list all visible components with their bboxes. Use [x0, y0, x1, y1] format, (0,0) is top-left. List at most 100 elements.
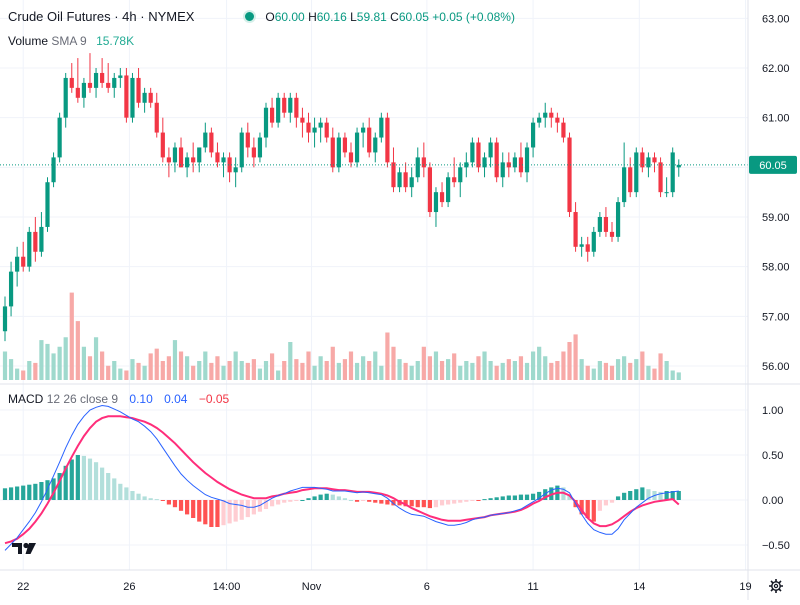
candle-body	[221, 157, 226, 163]
candle-body	[81, 82, 87, 98]
candle-body	[391, 162, 396, 188]
volume-bar	[63, 337, 68, 380]
volume-bar	[136, 362, 141, 380]
histogram-bar	[439, 500, 445, 506]
histogram-bar	[361, 500, 366, 501]
time-axis[interactable]: 22 26 14:00 Nov 6 11 14 19	[17, 581, 752, 593]
candle-body	[409, 177, 414, 188]
candle-body	[306, 122, 311, 133]
macd-label: MACD	[8, 392, 44, 406]
candle-body	[555, 117, 560, 123]
histogram-bar	[2, 488, 8, 500]
candle-body	[658, 162, 663, 193]
histogram-bar	[300, 500, 305, 501]
volume-bar	[676, 372, 681, 380]
tradingview-logo[interactable]	[12, 542, 36, 554]
macd-axis[interactable]: 1.00 0.50 0.00 −0.50	[762, 405, 790, 552]
candle-body	[488, 142, 493, 158]
candle-body	[476, 142, 481, 168]
histogram-bar	[470, 500, 475, 501]
candle-body	[294, 97, 299, 118]
chart-title[interactable]: Crude Oil Futures · 4h · NYMEX	[8, 9, 194, 24]
histogram-bar	[634, 489, 639, 500]
candle-body	[354, 132, 360, 163]
candle-body	[197, 147, 202, 163]
histogram-bar	[142, 496, 147, 500]
candle-body	[300, 117, 305, 123]
histogram-bar	[191, 500, 196, 518]
volume-bar	[203, 351, 208, 380]
candle-body	[215, 152, 220, 163]
volume-bar	[524, 362, 530, 380]
market-status-icon[interactable]	[243, 10, 256, 23]
candle-body	[136, 77, 141, 103]
candle-body	[506, 162, 511, 168]
candle-body	[160, 132, 165, 158]
volume-bar	[81, 346, 87, 380]
volume-bar	[154, 348, 159, 380]
histogram-bar	[676, 491, 681, 500]
volume-bar	[603, 362, 609, 380]
histogram-bar	[336, 496, 341, 500]
volume-legend[interactable]: Volume SMA 9 15.78K	[8, 34, 134, 48]
histogram-bar	[93, 462, 99, 500]
symbol-name[interactable]: Crude Oil Futures	[8, 9, 111, 24]
price-tick-label: 58.00	[762, 262, 790, 274]
settings-gear-icon[interactable]	[769, 579, 783, 593]
histogram-bar	[433, 500, 439, 508]
histogram-bar	[209, 500, 214, 527]
candle-body	[63, 77, 68, 118]
histogram-bar	[233, 500, 238, 522]
candle-body	[87, 82, 93, 88]
candle-body	[524, 147, 530, 173]
volume-bar	[628, 362, 633, 380]
histogram-bar	[245, 500, 250, 518]
histogram-bar	[458, 500, 463, 503]
candle-body	[166, 157, 171, 163]
histogram-bar	[452, 500, 457, 504]
volume-bar	[106, 365, 111, 380]
volume-bar	[312, 365, 317, 380]
volume-bar	[15, 368, 20, 380]
candle-body	[269, 107, 275, 123]
volume-bar	[75, 321, 80, 380]
volume-bar	[373, 351, 378, 380]
volume-bar	[257, 368, 263, 380]
candle-body	[634, 152, 639, 193]
histogram-bar	[567, 494, 572, 500]
volume-bar	[367, 361, 372, 380]
histogram-bar	[172, 500, 178, 508]
volume-bar	[579, 359, 584, 380]
volume-bar	[245, 362, 250, 380]
histogram-bar	[628, 491, 633, 500]
macd-legend[interactable]: MACD 12 26 close 9 0.10 0.04 −0.05	[8, 392, 229, 406]
macd-signal-line	[4, 415, 680, 545]
exchange: NYMEX	[148, 9, 195, 24]
histogram-bar	[415, 500, 420, 508]
histogram-bar	[112, 478, 117, 500]
candle-body	[203, 132, 208, 148]
volume-bar	[276, 370, 281, 380]
histogram-bar	[136, 493, 141, 500]
candle-body	[257, 137, 263, 158]
candle-body	[288, 97, 293, 113]
volume-bar	[488, 361, 493, 380]
interval[interactable]: 4h	[122, 9, 137, 24]
volume-bar	[93, 337, 99, 380]
histogram-bar	[518, 494, 524, 500]
candle-body	[403, 172, 408, 188]
candle-body	[585, 244, 590, 252]
candle-body	[2, 306, 8, 332]
volume-bar	[100, 351, 105, 380]
volume-bar	[124, 370, 129, 380]
time-tick-label: 26	[123, 581, 135, 593]
candle-body	[518, 157, 524, 173]
volume-bar	[615, 359, 621, 380]
time-tick-label: 14	[633, 581, 645, 593]
candle-body	[15, 256, 20, 272]
volume-value: 15.78K	[96, 34, 135, 48]
candle-body	[512, 157, 517, 168]
candle-body	[579, 244, 584, 247]
